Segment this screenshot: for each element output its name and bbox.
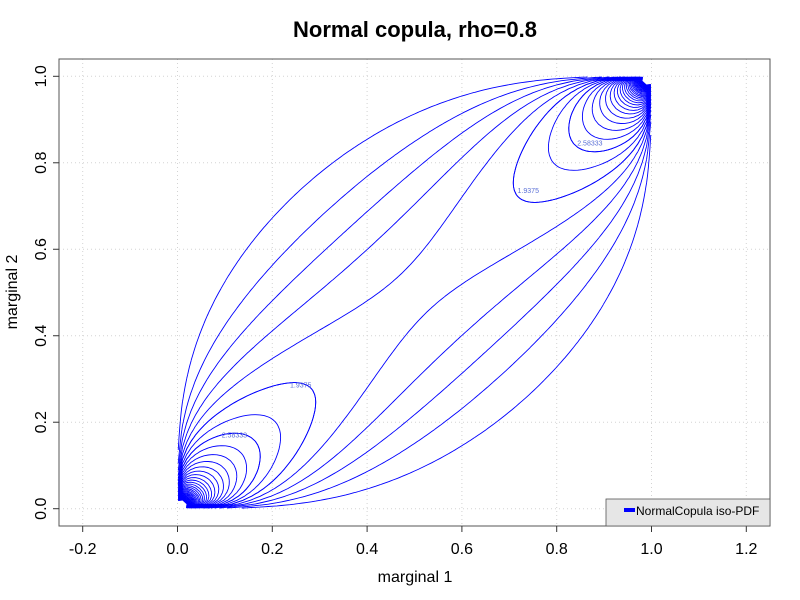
contour-label: 1.9375 (290, 383, 312, 390)
contour-line (177, 76, 652, 509)
contour-labels: 1.9375 2.58333 1.9375 2.58333 (222, 140, 603, 439)
y-tick-label: 0.8 (33, 152, 50, 174)
x-tick-label: 0.2 (261, 541, 283, 558)
legend-entry: NormalCopula iso-PDF (636, 504, 759, 518)
y-tick-label: 0.0 (33, 497, 50, 519)
contour-lines (177, 76, 652, 509)
x-tick-label: 0.4 (356, 541, 378, 558)
contour-line (177, 76, 652, 509)
x-tick-label: 0.6 (451, 541, 473, 558)
contour-line (178, 76, 651, 509)
contour-label: 2.58333 (577, 140, 602, 147)
contour-line (177, 76, 652, 509)
y-tick-label: 1.0 (33, 65, 50, 87)
contour-line (177, 76, 652, 509)
contour-line (177, 76, 652, 509)
y-tick-label: 0.2 (33, 411, 50, 433)
grid (59, 59, 770, 526)
legend-box (605, 498, 771, 527)
x-tick-label: 1.2 (735, 541, 757, 558)
x-tick-label: -0.2 (69, 541, 97, 558)
chart-title: Normal copula, rho=0.8 (293, 17, 537, 42)
contour-line (177, 76, 652, 509)
x-axis: -0.2 0.0 0.2 0.4 0.6 0.8 1.0 1.2 (69, 526, 758, 558)
contour-label: 2.58333 (222, 432, 247, 439)
y-axis-label: marginal 2 (4, 255, 21, 330)
contour-line (177, 76, 652, 509)
contour-label: 1.9375 (518, 188, 540, 195)
x-tick-label: 0.8 (546, 541, 568, 558)
x-axis-label: marginal 1 (378, 569, 453, 586)
x-tick-label: 0.0 (166, 541, 188, 558)
y-tick-label: 0.4 (33, 325, 50, 347)
contour-line (177, 76, 652, 509)
contour-line (177, 76, 652, 509)
legend: NormalCopula iso-PDF (605, 498, 771, 527)
x-tick-label: 1.0 (640, 541, 662, 558)
plot-frame (58, 58, 771, 527)
y-axis: 0.0 0.2 0.4 0.6 0.8 1.0 (33, 65, 59, 520)
contour-line (177, 76, 652, 509)
y-tick-label: 0.6 (33, 238, 50, 260)
